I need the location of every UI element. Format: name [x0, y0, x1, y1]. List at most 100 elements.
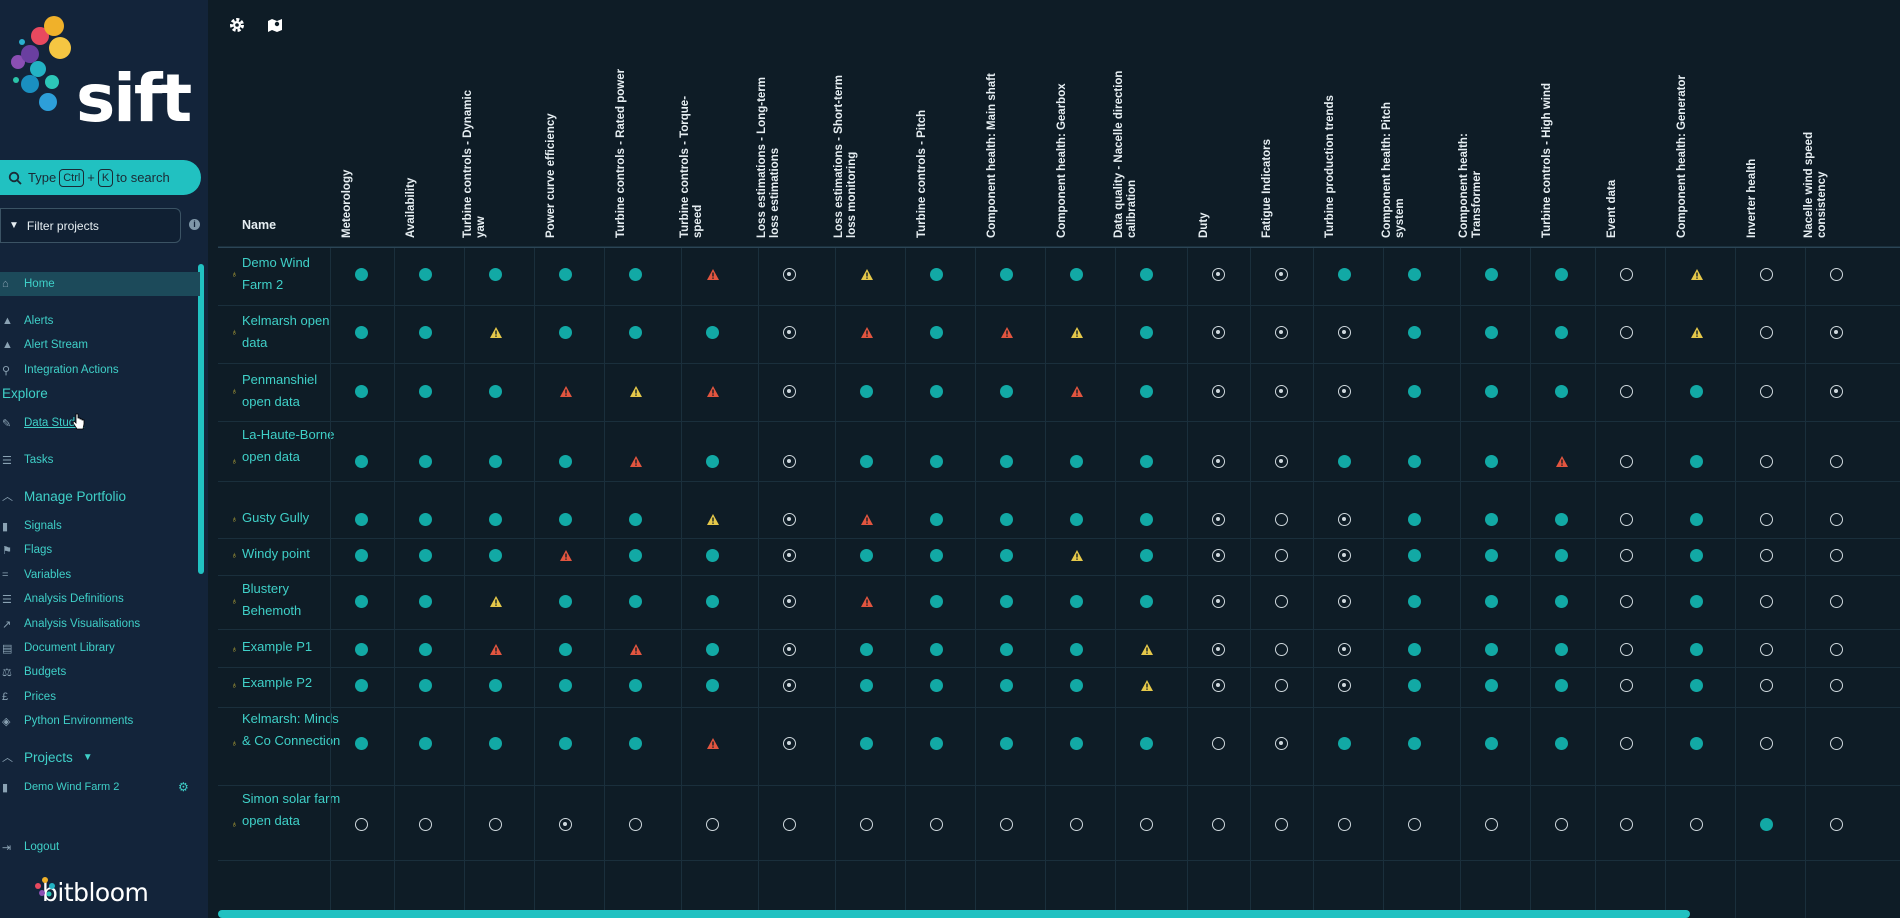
- status-not-run-icon[interactable]: [1620, 385, 1634, 399]
- status-not-applicable-icon[interactable]: [1212, 385, 1226, 399]
- project-name-link[interactable]: Example P1: [242, 639, 313, 654]
- status-ok-icon[interactable]: [1070, 679, 1084, 693]
- status-not-run-icon[interactable]: [1212, 818, 1226, 832]
- status-ok-icon[interactable]: [419, 455, 433, 469]
- status-ok-icon[interactable]: [706, 679, 720, 693]
- status-not-run-icon[interactable]: [1275, 818, 1289, 832]
- status-ok-icon[interactable]: [1690, 643, 1704, 657]
- status-ok-icon[interactable]: [1555, 595, 1569, 609]
- status-ok-icon[interactable]: [1070, 513, 1084, 527]
- status-ok-icon[interactable]: [1485, 549, 1499, 563]
- status-ok-icon[interactable]: [1408, 385, 1422, 399]
- status-ok-icon[interactable]: [1140, 595, 1154, 609]
- status-warning-icon[interactable]: [1070, 549, 1084, 563]
- status-not-run-icon[interactable]: [1830, 549, 1844, 563]
- status-ok-icon[interactable]: [1070, 643, 1084, 657]
- status-ok-icon[interactable]: [706, 549, 720, 563]
- nav-flags[interactable]: ⚑ Flags: [0, 540, 52, 560]
- status-ok-icon[interactable]: [489, 455, 503, 469]
- status-ok-icon[interactable]: [860, 385, 874, 399]
- status-ok-icon[interactable]: [355, 326, 369, 340]
- status-not-applicable-icon[interactable]: [783, 643, 797, 657]
- status-ok-icon[interactable]: [930, 268, 944, 282]
- status-not-applicable-icon[interactable]: [1338, 679, 1352, 693]
- status-ok-icon[interactable]: [1485, 268, 1499, 282]
- status-not-applicable-icon[interactable]: [1212, 513, 1226, 527]
- status-not-run-icon[interactable]: [1000, 818, 1014, 832]
- nav-alert-stream[interactable]: ▲ Alert Stream: [0, 335, 88, 355]
- status-ok-icon[interactable]: [930, 385, 944, 399]
- status-not-applicable-icon[interactable]: [783, 326, 797, 340]
- status-not-run-icon[interactable]: [1140, 818, 1154, 832]
- status-ok-icon[interactable]: [1555, 268, 1569, 282]
- status-ok-icon[interactable]: [629, 513, 643, 527]
- status-error-icon[interactable]: [489, 643, 503, 657]
- project-name-link[interactable]: Simon solar farm open data: [242, 791, 341, 828]
- status-not-run-icon[interactable]: [1830, 643, 1844, 657]
- status-ok-icon[interactable]: [489, 513, 503, 527]
- status-not-applicable-icon[interactable]: [1275, 385, 1289, 399]
- status-warning-icon[interactable]: [706, 513, 720, 527]
- status-ok-icon[interactable]: [1000, 455, 1014, 469]
- status-ok-icon[interactable]: [930, 595, 944, 609]
- status-not-run-icon[interactable]: [419, 818, 433, 832]
- status-ok-icon[interactable]: [1000, 737, 1014, 751]
- status-not-run-icon[interactable]: [1620, 326, 1634, 340]
- status-ok-icon[interactable]: [355, 513, 369, 527]
- sidebar-scrollbar[interactable]: [198, 264, 204, 574]
- status-not-applicable-icon[interactable]: [559, 818, 573, 832]
- status-not-applicable-icon[interactable]: [1212, 549, 1226, 563]
- status-not-applicable-icon[interactable]: [783, 268, 797, 282]
- status-not-run-icon[interactable]: [1485, 818, 1499, 832]
- status-not-run-icon[interactable]: [1620, 268, 1634, 282]
- status-error-icon[interactable]: [860, 326, 874, 340]
- status-not-run-icon[interactable]: [1690, 818, 1704, 832]
- status-not-run-icon[interactable]: [1275, 513, 1289, 527]
- status-not-run-icon[interactable]: [1830, 737, 1844, 751]
- status-warning-icon[interactable]: [1140, 643, 1154, 657]
- status-ok-icon[interactable]: [419, 679, 433, 693]
- status-not-applicable-icon[interactable]: [783, 679, 797, 693]
- nav-analysis-definitions[interactable]: ☰ Analysis Definitions: [0, 589, 124, 609]
- status-not-run-icon[interactable]: [783, 818, 797, 832]
- status-ok-icon[interactable]: [629, 549, 643, 563]
- nav-manage-portfolio[interactable]: ︿ Manage Portfolio: [0, 486, 126, 506]
- status-ok-icon[interactable]: [930, 513, 944, 527]
- status-ok-icon[interactable]: [559, 326, 573, 340]
- status-not-run-icon[interactable]: [1760, 326, 1774, 340]
- nav-analysis-visualisations[interactable]: ↗ Analysis Visualisations: [0, 614, 140, 634]
- status-ok-icon[interactable]: [930, 549, 944, 563]
- status-ok-icon[interactable]: [1338, 268, 1352, 282]
- status-ok-icon[interactable]: [559, 595, 573, 609]
- status-not-run-icon[interactable]: [1760, 385, 1774, 399]
- status-not-run-icon[interactable]: [1830, 818, 1844, 832]
- status-not-run-icon[interactable]: [1620, 513, 1634, 527]
- filter-icon[interactable]: ▼: [82, 751, 93, 763]
- nav-projects[interactable]: ︿ Projects ▼: [0, 747, 93, 767]
- status-ok-icon[interactable]: [1070, 737, 1084, 751]
- status-ok-icon[interactable]: [1555, 326, 1569, 340]
- status-ok-icon[interactable]: [1555, 737, 1569, 751]
- status-ok-icon[interactable]: [559, 268, 573, 282]
- status-ok-icon[interactable]: [1000, 679, 1014, 693]
- status-warning-icon[interactable]: [1690, 268, 1704, 282]
- status-ok-icon[interactable]: [559, 513, 573, 527]
- status-not-run-icon[interactable]: [489, 818, 503, 832]
- status-not-run-icon[interactable]: [1760, 513, 1774, 527]
- nav-prices[interactable]: £ Prices: [0, 687, 56, 707]
- status-not-applicable-icon[interactable]: [1275, 326, 1289, 340]
- status-not-run-icon[interactable]: [1275, 595, 1289, 609]
- status-not-applicable-icon[interactable]: [1275, 737, 1289, 751]
- status-ok-icon[interactable]: [1338, 455, 1352, 469]
- status-not-run-icon[interactable]: [1830, 679, 1844, 693]
- nav-tasks[interactable]: ☰ Tasks: [0, 450, 53, 470]
- status-not-run-icon[interactable]: [1830, 595, 1844, 609]
- status-ok-icon[interactable]: [419, 385, 433, 399]
- status-not-applicable-icon[interactable]: [1212, 455, 1226, 469]
- nav-document-library[interactable]: ▤ Document Library: [0, 638, 115, 658]
- status-ok-icon[interactable]: [629, 679, 643, 693]
- status-ok-icon[interactable]: [1485, 385, 1499, 399]
- status-error-icon[interactable]: [860, 513, 874, 527]
- status-not-run-icon[interactable]: [1830, 268, 1844, 282]
- project-name-link[interactable]: Example P2: [242, 675, 313, 690]
